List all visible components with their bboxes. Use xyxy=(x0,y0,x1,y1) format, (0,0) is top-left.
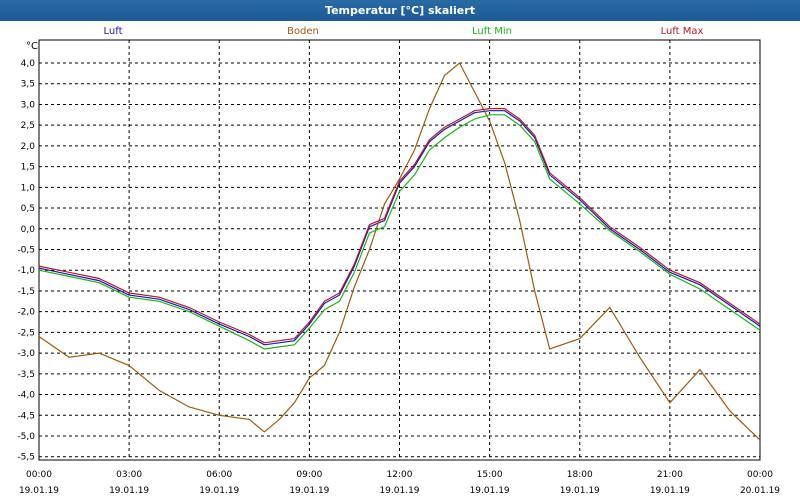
x-tick-time: 06:00 xyxy=(206,470,232,480)
legend-item-luft: Luft xyxy=(104,26,123,37)
y-tick-label: -1,0 xyxy=(17,266,35,276)
x-tick-date: 19.01.19 xyxy=(289,486,329,496)
series-line-luft-max xyxy=(38,107,761,344)
legend-item-luft-min: Luft Min xyxy=(472,26,512,37)
x-tick-date: 19.01.19 xyxy=(379,486,419,496)
x-tick-date: 19.01.19 xyxy=(109,486,149,496)
y-tick-label: 2,0 xyxy=(21,142,36,152)
legend-item-luft-max: Luft Max xyxy=(661,26,704,37)
y-tick-label: 2,5 xyxy=(21,121,35,131)
x-tick-time: 21:00 xyxy=(657,470,683,480)
y-tick-label: -2,5 xyxy=(17,328,35,338)
x-tick-time: 12:00 xyxy=(387,470,413,480)
y-tick-label: -4,5 xyxy=(17,411,35,421)
x-tick-date: 20.01.19 xyxy=(740,486,780,496)
series-line-boden xyxy=(38,62,761,441)
y-tick-label: -5,5 xyxy=(17,453,35,463)
series-line-luft xyxy=(38,110,761,346)
y-tick-label: 1,5 xyxy=(21,163,35,173)
y-tick-label: -1,5 xyxy=(17,287,35,297)
x-tick-date: 19.01.19 xyxy=(19,486,59,496)
x-tick-date: 19.01.19 xyxy=(560,486,600,496)
y-axis: 4,0 3,5 3,0 2,5 2,0 1,5 1,0 0,5 0,0 -0,5 -1,0 -1,5 -… xyxy=(17,59,35,463)
legend: Luft Boden Luft Min Luft Max xyxy=(104,26,704,37)
x-tick-time: 00:00 xyxy=(747,470,773,480)
x-tick-time: 15:00 xyxy=(477,470,503,480)
chart-title: Temperatur [°C] skaliert xyxy=(0,0,800,21)
y-tick-label: 3,0 xyxy=(21,100,36,110)
y-axis-unit: °C xyxy=(26,41,38,52)
legend-item-boden: Boden xyxy=(287,26,319,37)
y-tick-label: -2,0 xyxy=(17,308,35,318)
series-group xyxy=(38,62,761,441)
y-tick-label: -3,0 xyxy=(17,349,35,359)
x-tick-date: 19.01.19 xyxy=(199,486,239,496)
y-tick-label: -0,5 xyxy=(17,246,35,256)
x-axis: 00:00 19.01.19 03:00 19.01.19 06:00 19.01.19 0… xyxy=(19,470,780,496)
x-tick-time: 09:00 xyxy=(296,470,322,480)
series-line-luft-min xyxy=(38,114,761,350)
x-tick-date: 19.01.19 xyxy=(470,486,510,496)
x-tick-time: 00:00 xyxy=(26,470,52,480)
y-tick-label: 1,0 xyxy=(21,183,36,193)
y-tick-label: -5,0 xyxy=(17,432,35,442)
y-tick-label: -3,5 xyxy=(17,370,35,380)
y-tick-label: 0,5 xyxy=(21,204,35,214)
y-tick-label: 0,0 xyxy=(21,225,36,235)
x-tick-time: 03:00 xyxy=(116,470,142,480)
x-tick-date: 19.01.19 xyxy=(650,486,690,496)
y-tick-label: 3,5 xyxy=(21,80,35,90)
x-tick-time: 18:00 xyxy=(567,470,593,480)
y-tick-label: -4,0 xyxy=(17,391,35,401)
y-tick-label: 4,0 xyxy=(21,59,36,69)
